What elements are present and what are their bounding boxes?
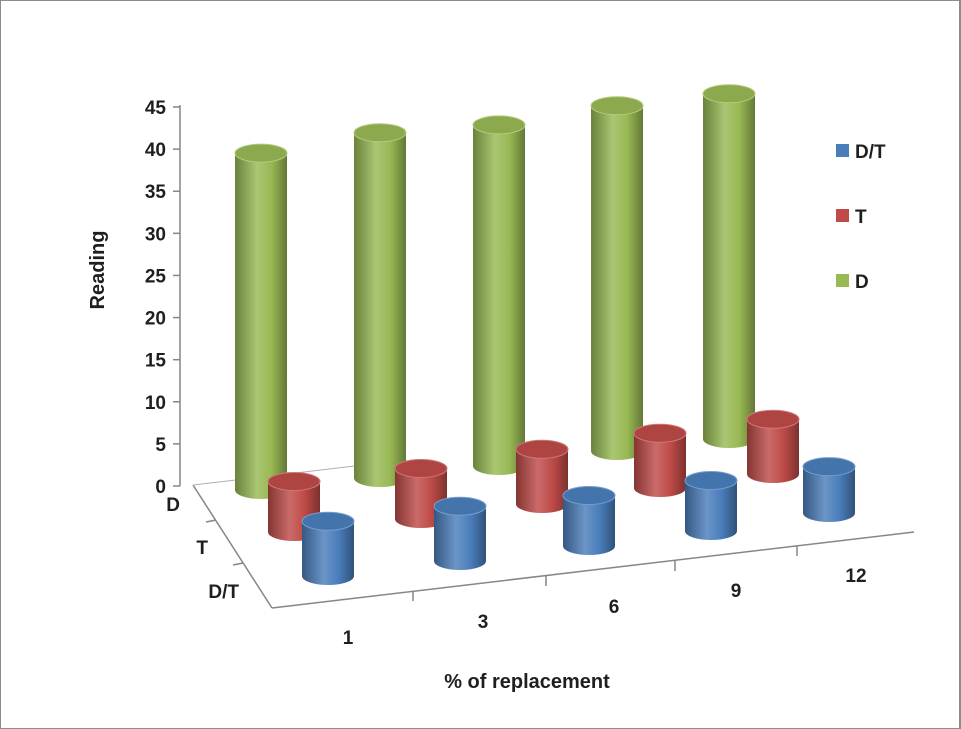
x-tick-label-3: 3 (478, 612, 489, 633)
x-axis-title: % of replacement (444, 671, 610, 693)
bar-body (803, 466, 855, 522)
bar-dt-3 (433, 496, 487, 570)
bar-body (302, 521, 354, 585)
bar-top (633, 423, 687, 443)
bar-body (235, 153, 287, 499)
x-tick-label-12: 12 (845, 566, 866, 587)
bar-top (353, 123, 407, 143)
bar-top (394, 458, 448, 478)
bar-dt-6 (562, 485, 616, 555)
x-tick-label-1: 1 (343, 628, 354, 649)
legend-swatch-t (836, 209, 849, 222)
y-tick-label: 30 (145, 224, 166, 245)
bar-top (301, 511, 355, 531)
bar-top (234, 143, 288, 163)
bar-d-9 (590, 96, 644, 460)
bar-top (746, 409, 800, 429)
bar-d-6 (472, 115, 526, 476)
bar-t-12 (746, 409, 800, 483)
bar-body (516, 449, 568, 513)
bar-top (515, 439, 569, 459)
chart-axes (179, 105, 915, 609)
bar-top (590, 96, 644, 116)
y-tick-label: 20 (145, 309, 166, 330)
depth-label-t: T (196, 538, 208, 559)
chart-bars (234, 84, 856, 585)
bar-dt-9 (684, 470, 738, 540)
legend-label-d: D (855, 272, 869, 293)
bar-top (702, 84, 756, 104)
bar-top (433, 496, 487, 516)
chart-labels: D T D/T 1 3 6 9 12 % of replacement Read… (87, 231, 867, 693)
bar-body (434, 506, 486, 570)
legend: D/T T D (836, 142, 886, 293)
bar-d-3 (353, 123, 407, 487)
bar-t-1 (267, 471, 321, 541)
bar-body (703, 93, 755, 448)
bar-top (472, 115, 526, 135)
bar-t-6 (515, 439, 569, 513)
y-tick-label: 5 (155, 435, 166, 456)
y-axis-title: Reading (87, 231, 109, 310)
legend-swatch-d (836, 274, 849, 287)
bar-body (747, 419, 799, 483)
floor-front-edge (271, 531, 915, 609)
legend-label-t: T (855, 207, 867, 228)
bar-body (473, 124, 525, 476)
depth-label-d: D (166, 495, 180, 516)
y-tick-label: 35 (145, 182, 167, 203)
bar-top (684, 470, 738, 490)
x-tick-label-9: 9 (731, 581, 742, 602)
bar-dt-12 (802, 457, 856, 522)
y-tick-label: 45 (145, 98, 167, 119)
depth-axis-tick (205, 519, 217, 523)
y-tick-label: 0 (155, 477, 166, 498)
y-tick-label: 15 (145, 351, 167, 372)
y-tick-label: 25 (145, 266, 167, 287)
bar-top (562, 485, 616, 505)
bar-body (563, 495, 615, 555)
bar-body (354, 132, 406, 487)
legend-label-dt: D/T (855, 142, 886, 163)
bar-body (634, 433, 686, 497)
bar-body (591, 105, 643, 460)
y-axis-ticks: 0 5 10 15 20 25 30 35 40 45 (145, 98, 180, 498)
bar-dt-1 (301, 511, 355, 585)
x-tick-label-6: 6 (609, 597, 620, 618)
floor-left-edge (192, 484, 273, 609)
depth-label-dt: D/T (208, 582, 239, 603)
y-tick-label: 40 (145, 140, 166, 161)
y-tick-label: 10 (145, 393, 166, 414)
bar-top (267, 471, 321, 491)
legend-swatch-dt (836, 144, 849, 157)
bar-t-9 (633, 423, 687, 497)
bar-d-1 (234, 143, 288, 499)
depth-axis-tick (232, 562, 244, 566)
bar-top (802, 457, 856, 477)
bar-body (685, 480, 737, 540)
bar-d-12 (702, 84, 756, 448)
